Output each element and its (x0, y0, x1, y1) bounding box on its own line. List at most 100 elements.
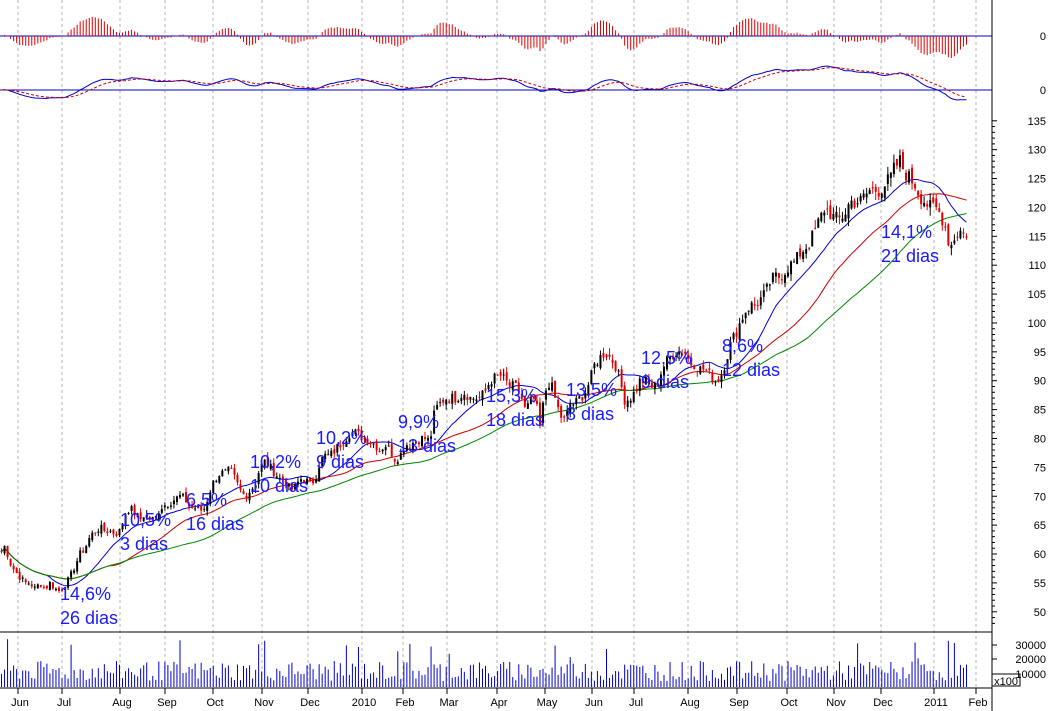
ma-mid-line (1, 193, 967, 580)
candle-body (139, 512, 142, 519)
month-label: Jul (57, 697, 71, 709)
candle-body (935, 198, 938, 208)
candle-body (402, 451, 405, 454)
candle-body (339, 445, 342, 448)
candle-body (756, 304, 759, 306)
candle-body (765, 283, 768, 287)
candle-body (669, 356, 672, 360)
candle-body (678, 352, 681, 355)
candle-body (163, 505, 166, 508)
right-axis: 135 130 125 120 115 110 105 100 95 90 85 80 75 70 65 60… (991, 31, 1046, 688)
candle-body (324, 453, 327, 460)
candle-body (61, 589, 64, 591)
candle-body (529, 398, 532, 405)
ma-long-line (1, 213, 967, 580)
candle-body (787, 272, 790, 277)
candle-body (702, 364, 705, 370)
candle-body (212, 480, 215, 493)
candle-body (387, 445, 390, 447)
candle-body (76, 561, 79, 572)
month-label: Feb (969, 697, 988, 709)
candle-body (484, 388, 487, 391)
candle-body (898, 155, 901, 168)
price-tick-label: 85 (1034, 405, 1046, 417)
month-label: Aug (112, 697, 132, 709)
candle-body (811, 230, 814, 247)
candle-body (814, 227, 817, 229)
candle-body (859, 195, 862, 202)
candle-body (312, 478, 315, 484)
annotations: 14,6% 26 dias 10,5% 3 dias 6,5% 16 dias 10,2% 1… (60, 222, 939, 628)
candle-body (88, 538, 91, 547)
candle-body (723, 370, 726, 375)
candle-body (768, 284, 771, 286)
candle-body (505, 372, 508, 381)
candle-body (215, 480, 218, 482)
price-tick-label: 75 (1034, 462, 1046, 474)
candle-body (451, 393, 454, 404)
x-axis: Jun Jul Aug Sep Oct Nov Dec 2010 Feb Mar Apr May Jun… (11, 688, 987, 709)
candle-body (923, 202, 926, 207)
candle-body (847, 204, 850, 219)
volume-tick-label: 20000 (1015, 654, 1046, 666)
candle-body (511, 381, 514, 390)
candle-body (336, 444, 339, 453)
candle-body (466, 397, 469, 401)
candle-body (817, 218, 820, 228)
candle-body (39, 584, 42, 587)
candle-body (303, 480, 306, 483)
candle-body (381, 449, 384, 452)
candle-body (203, 508, 206, 510)
month-label: Nov (826, 697, 846, 709)
candle-body (541, 402, 544, 424)
candle-body (554, 381, 557, 398)
candle-body (901, 152, 904, 170)
candle-body (396, 461, 399, 465)
candle-body (714, 381, 717, 383)
candle-body (309, 478, 312, 481)
candle-body (647, 379, 650, 385)
month-label: 2010 (352, 697, 376, 709)
candle-body (762, 290, 765, 297)
candle-body (835, 212, 838, 218)
annotation-percent: 10,2% (316, 428, 367, 448)
candle-body (548, 387, 551, 391)
candle-body (330, 450, 333, 456)
annotation-days: 16 dias (186, 514, 244, 534)
candle-body (182, 493, 185, 496)
candle-body (708, 368, 711, 370)
annotation-days: 9 dias (641, 372, 689, 392)
candle-body (251, 488, 254, 491)
candle-body (354, 429, 357, 435)
candle-body (823, 212, 826, 216)
volume-unit-label: x100 (994, 676, 1018, 688)
candle-body (454, 391, 457, 403)
candle-body (469, 396, 472, 400)
annotation-days: 13 dias (398, 436, 456, 456)
annotation-percent: 13,5% (566, 380, 617, 400)
candle-body (953, 240, 956, 244)
candle-body (941, 212, 944, 226)
candle-body (587, 384, 590, 396)
candle-body (366, 438, 369, 445)
candle-body (287, 483, 290, 487)
candle-body (42, 586, 45, 588)
candle-body (157, 513, 160, 519)
candle-body (121, 523, 124, 530)
candle-body (475, 399, 478, 402)
annotation-days: 10 dias (250, 476, 308, 496)
annotation-percent: 6,5% (186, 490, 227, 510)
candle-body (185, 491, 188, 503)
candle-body (735, 332, 738, 337)
candle-body (617, 370, 620, 372)
candle-body (853, 200, 856, 208)
candle-body (436, 404, 439, 410)
candle-body (608, 354, 611, 357)
candle-body (496, 374, 499, 376)
price-tick-label: 50 (1034, 607, 1046, 619)
candle-body (457, 400, 460, 403)
candle-body (783, 274, 786, 283)
candle-body (753, 304, 756, 306)
annotation-percent: 15,3% (486, 386, 537, 406)
